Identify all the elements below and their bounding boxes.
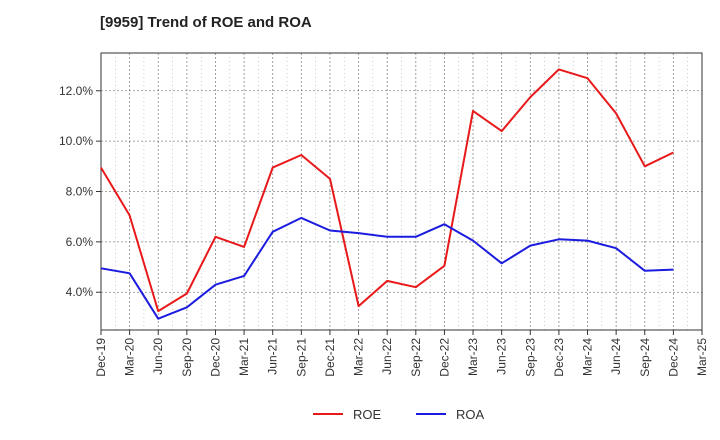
y-tick-label: 8.0% (66, 185, 94, 199)
x-tick-label: Mar-23 (466, 338, 480, 376)
x-tick-label: Dec-22 (437, 338, 451, 377)
x-tick-label: Jun-22 (380, 338, 394, 375)
x-tick-label: Sep-23 (523, 338, 537, 377)
y-tick-label: 12.0% (59, 84, 93, 98)
x-tick-label: Sep-22 (409, 338, 423, 377)
legend-label-roa: ROA (456, 407, 485, 422)
x-tick-label: Jun-24 (609, 338, 623, 375)
x-tick-label: Mar-21 (237, 338, 251, 376)
chart-title: [9959] Trend of ROE and ROA (100, 14, 312, 31)
x-tick-label: Dec-24 (666, 338, 680, 377)
y-tick-label: 6.0% (66, 235, 94, 249)
x-tick-label: Jun-21 (266, 338, 280, 375)
x-tick-label: Dec-20 (208, 338, 222, 377)
series-line-roe (100, 68, 674, 313)
x-tick-label: Sep-20 (180, 338, 194, 377)
x-tick-label: Jun-23 (495, 338, 509, 375)
y-tick-label: 4.0% (66, 285, 94, 299)
x-tick-label: Dec-19 (94, 338, 108, 377)
x-tick-label: Jun-20 (151, 338, 165, 375)
x-tick-label: Mar-24 (581, 338, 595, 376)
series-line-roa (100, 216, 674, 320)
x-tick-label: Mar-25 (695, 338, 709, 376)
x-tick-label: Dec-23 (552, 338, 566, 377)
x-tick-label: Sep-21 (294, 338, 308, 377)
x-tick-label: Dec-21 (323, 338, 337, 377)
x-tick-label: Sep-24 (638, 338, 652, 377)
x-tick-label: Mar-20 (123, 338, 137, 376)
legend-label-roe: ROE (353, 407, 382, 422)
y-tick-label: 10.0% (59, 134, 93, 148)
x-tick-label: Mar-22 (352, 338, 366, 376)
